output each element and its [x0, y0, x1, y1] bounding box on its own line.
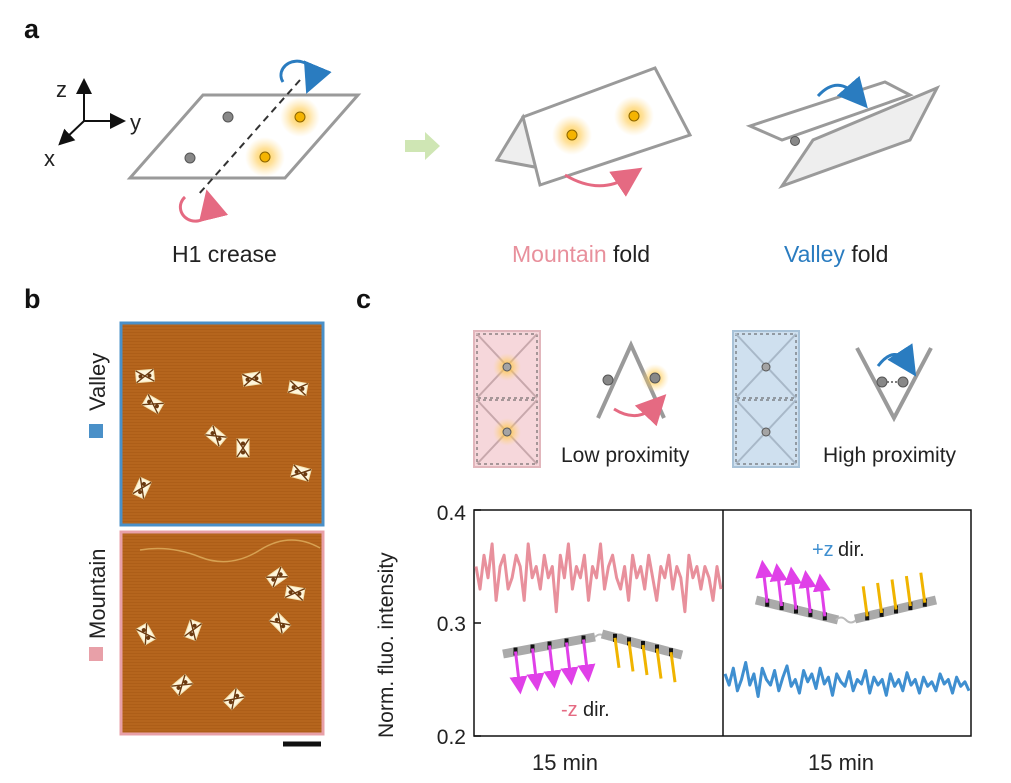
- pos-z-dir-word: dir.: [838, 539, 865, 561]
- dye-stick: [861, 586, 869, 617]
- dye-stick: [627, 641, 635, 672]
- valley-tile-schematic: [732, 330, 800, 468]
- dye-stick: [613, 637, 621, 668]
- h1-crease-caption: H1 crease: [172, 241, 277, 267]
- valley-trace-line: [723, 661, 971, 698]
- dye-arrow-icon: [769, 563, 788, 607]
- flat-sheet: [126, 59, 362, 223]
- dye-arrow-icon: [798, 569, 817, 614]
- dye-stick: [919, 572, 927, 603]
- dye-arrow-icon: [577, 639, 596, 683]
- x-label-right: 15 min: [808, 750, 874, 775]
- valley-rotation-arrow-icon: [279, 59, 332, 94]
- dye-arrow-icon: [509, 651, 528, 695]
- mountain-trace-line: [474, 542, 723, 614]
- afm-image-valley: [119, 321, 325, 527]
- pos-z-sign: +z: [812, 539, 834, 561]
- low-proximity-diagram: [596, 340, 669, 427]
- mountain-side-label: Mountain: [85, 548, 110, 639]
- valley-fold-caption: Valley fold: [784, 241, 888, 268]
- dye-arrow-icon: [560, 642, 579, 686]
- z-axis-label: z: [56, 77, 67, 102]
- neg-z-dir-word: dir.: [583, 699, 610, 721]
- mountain-tile-schematic: [473, 330, 541, 468]
- panel-a-letter: a: [24, 14, 40, 44]
- valley-side-label: Valley: [85, 353, 110, 411]
- y-axis-title: Norm. fluo. intensity: [375, 552, 398, 738]
- mountain-legend-swatch: [89, 647, 103, 661]
- mountain-fold-diagram: [494, 66, 693, 197]
- x-axis-label: x: [44, 146, 55, 171]
- coordinate-axes: [58, 78, 126, 146]
- low-proximity-label: Low proximity: [561, 444, 690, 467]
- high-proximity-label: High proximity: [823, 444, 957, 467]
- step-arrow-icon: [405, 132, 440, 160]
- fold-word: fold: [851, 241, 889, 267]
- neg-z-sign: -z: [561, 699, 578, 721]
- mountain-word: Mountain: [512, 241, 607, 267]
- y-tick-label: 0.3: [437, 613, 466, 636]
- dye-arrow-icon: [526, 648, 545, 692]
- dye-arrow-icon: [812, 573, 831, 617]
- valley-legend-swatch: [89, 424, 103, 438]
- neg-z-strand-inset: [502, 629, 684, 695]
- mountain-fold-caption: Mountain fold: [512, 241, 650, 268]
- dye-stick: [641, 644, 649, 676]
- dye-arrow-icon: [755, 559, 774, 603]
- dye-stick: [669, 652, 677, 683]
- y-tick-label: 0.4: [437, 502, 467, 525]
- panel-b-letter: b: [24, 284, 41, 314]
- dye-arrow-icon: [784, 566, 802, 610]
- dye-stick: [655, 648, 663, 679]
- crease-line: [197, 79, 301, 196]
- y-tick-label: 0.2: [437, 726, 466, 749]
- valley-fold-diagram: [745, 75, 941, 189]
- afm-image-mountain: [119, 530, 325, 736]
- mountain-rotation-arrow-icon: [178, 189, 229, 223]
- high-proximity-diagram: [855, 343, 933, 423]
- y-axis-label: y: [130, 110, 141, 135]
- pos-z-strand-inset: [754, 559, 938, 625]
- fluorescence-chart: 0.2 0.3 0.4: [437, 502, 972, 749]
- dye-stick: [904, 575, 912, 607]
- dye-arrow-icon: [543, 645, 562, 689]
- dye-stick: [890, 579, 898, 610]
- panel-c-letter: c: [356, 284, 372, 314]
- valley-word: Valley: [784, 241, 845, 267]
- fold-word: fold: [613, 241, 651, 267]
- dye-stick: [876, 582, 884, 614]
- x-label-left: 15 min: [532, 750, 598, 775]
